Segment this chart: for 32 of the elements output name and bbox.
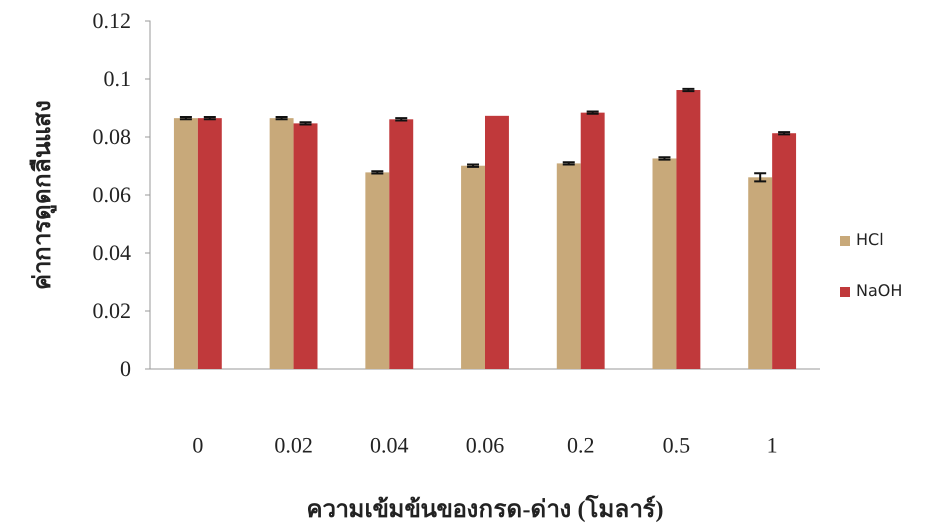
x-axis-title: ความเข้มข้นของกรด-ด่าง (โมลาร์) (306, 494, 664, 523)
x-tick-label: 0.5 (662, 432, 690, 458)
bar (580, 112, 605, 369)
y-tick-label: 0.08 (92, 124, 131, 150)
y-axis-title: ค่าการดูดกลืนแสง (29, 100, 57, 290)
bar (294, 123, 318, 369)
y-tick-label: 0.04 (92, 240, 131, 266)
x-tick-label: 0 (192, 432, 204, 458)
bar (772, 133, 796, 369)
bar (174, 118, 198, 369)
y-tick-label: 0.1 (104, 66, 131, 92)
x-tick-label: 1 (766, 432, 778, 458)
bar (556, 163, 581, 369)
x-tick-label: 0.2 (566, 432, 594, 458)
y-tick-label: 0.12 (92, 8, 131, 34)
bar (652, 158, 676, 369)
bar (198, 118, 222, 369)
bar (389, 119, 414, 369)
bar (461, 166, 485, 369)
y-tick-label: 0.06 (92, 182, 131, 208)
bar (748, 177, 772, 369)
bar (365, 172, 390, 369)
x-tick-label: 0.06 (466, 432, 504, 458)
x-tick-label: 0.02 (274, 432, 313, 458)
legend-label: HCl (856, 230, 884, 249)
x-tick-label: 0.04 (370, 432, 409, 458)
bar (485, 116, 509, 369)
bar (270, 118, 294, 369)
y-tick-label: 0.02 (92, 298, 131, 324)
legend-label: NaOH (856, 281, 902, 300)
bar (676, 90, 700, 369)
y-tick-label: 0 (120, 356, 131, 382)
